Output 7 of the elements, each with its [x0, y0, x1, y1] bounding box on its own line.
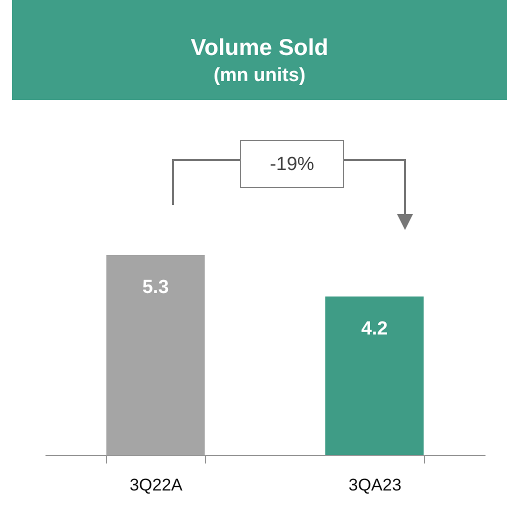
- data-label: 4.2: [361, 318, 388, 340]
- chart-title: Volume Sold: [190, 33, 330, 61]
- data-label: 5.3: [142, 277, 169, 298]
- x-tick-label: 3Q22A: [130, 476, 184, 494]
- chart-subtitle: (mn units): [212, 64, 306, 87]
- text: -19%: [240, 140, 344, 188]
- x-tick-label: 3QA23: [348, 476, 402, 494]
